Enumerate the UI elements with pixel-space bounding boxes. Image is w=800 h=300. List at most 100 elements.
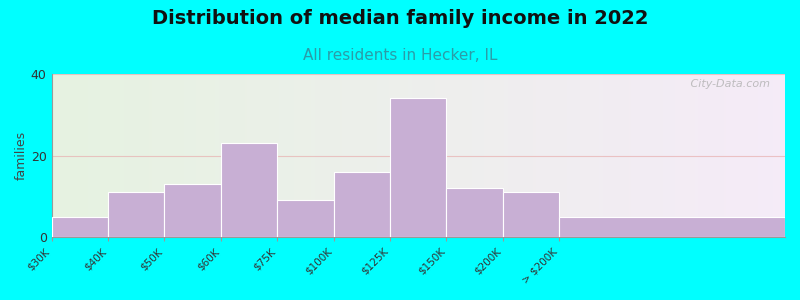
Bar [768, 74, 770, 237]
Bar [139, 74, 142, 237]
Bar [460, 74, 462, 237]
Bar [606, 74, 609, 237]
Bar [687, 74, 690, 237]
Bar [362, 74, 365, 237]
Bar [675, 74, 678, 237]
Bar [191, 74, 194, 237]
Bar [210, 74, 213, 237]
Bar [702, 74, 704, 237]
Bar [782, 74, 785, 237]
Bar [643, 74, 646, 237]
Bar [546, 74, 548, 237]
Bar [660, 74, 662, 237]
Bar [472, 74, 474, 237]
Bar [81, 74, 83, 237]
Bar [521, 74, 523, 237]
Bar [418, 74, 421, 237]
Bar [562, 74, 565, 237]
Bar [164, 184, 221, 237]
Bar [221, 143, 278, 237]
Bar [411, 74, 414, 237]
Bar [194, 74, 196, 237]
Bar [370, 74, 372, 237]
Bar [543, 74, 546, 237]
Bar [201, 74, 203, 237]
Bar [518, 74, 521, 237]
Bar [574, 74, 577, 237]
Bar [634, 74, 636, 237]
Bar [533, 74, 536, 237]
Bar [626, 74, 629, 237]
Bar [328, 74, 330, 237]
Bar [377, 74, 379, 237]
Bar [254, 74, 257, 237]
Bar [618, 74, 621, 237]
Bar [704, 74, 706, 237]
Bar [673, 74, 675, 237]
Bar [506, 74, 509, 237]
Bar [274, 74, 277, 237]
Bar [426, 74, 428, 237]
Bar [682, 74, 685, 237]
Bar [284, 74, 286, 237]
Bar [423, 74, 426, 237]
Bar [64, 74, 66, 237]
Bar [95, 74, 98, 237]
Bar [108, 192, 164, 237]
Bar [577, 74, 580, 237]
Bar [433, 74, 435, 237]
Bar [390, 98, 446, 237]
Text: Distribution of median family income in 2022: Distribution of median family income in … [152, 9, 648, 28]
Bar [338, 74, 340, 237]
Bar [134, 74, 137, 237]
Bar [357, 74, 359, 237]
Bar [54, 74, 57, 237]
Bar [416, 74, 418, 237]
Bar [247, 74, 250, 237]
Bar [83, 74, 86, 237]
Bar [726, 74, 729, 237]
Bar [435, 74, 438, 237]
Bar [587, 74, 590, 237]
Bar [754, 74, 756, 237]
Bar [567, 74, 570, 237]
Bar [446, 188, 503, 237]
Bar [386, 74, 389, 237]
Bar [558, 74, 560, 237]
Bar [78, 74, 81, 237]
Bar [398, 74, 401, 237]
Bar [750, 74, 754, 237]
Bar [736, 74, 738, 237]
Bar [494, 74, 497, 237]
Bar [152, 74, 154, 237]
Bar [653, 74, 655, 237]
Bar [484, 74, 486, 237]
Bar [110, 74, 113, 237]
Bar [438, 74, 440, 237]
Bar [714, 74, 717, 237]
Bar [503, 192, 559, 237]
Bar [470, 74, 472, 237]
Bar [113, 74, 115, 237]
Bar [277, 74, 279, 237]
Bar [492, 74, 494, 237]
Bar [57, 74, 59, 237]
Bar [103, 74, 106, 237]
Bar [504, 74, 506, 237]
Bar [692, 74, 694, 237]
Bar [599, 74, 602, 237]
Bar [118, 74, 120, 237]
Bar [731, 74, 734, 237]
Bar [516, 74, 518, 237]
Bar [497, 74, 499, 237]
Bar [734, 74, 736, 237]
Bar [259, 74, 262, 237]
Bar [250, 74, 252, 237]
Bar [98, 74, 101, 237]
Bar [310, 74, 313, 237]
Bar [722, 74, 724, 237]
Bar [252, 74, 254, 237]
Bar [178, 74, 181, 237]
Bar [266, 74, 269, 237]
Bar [609, 74, 611, 237]
